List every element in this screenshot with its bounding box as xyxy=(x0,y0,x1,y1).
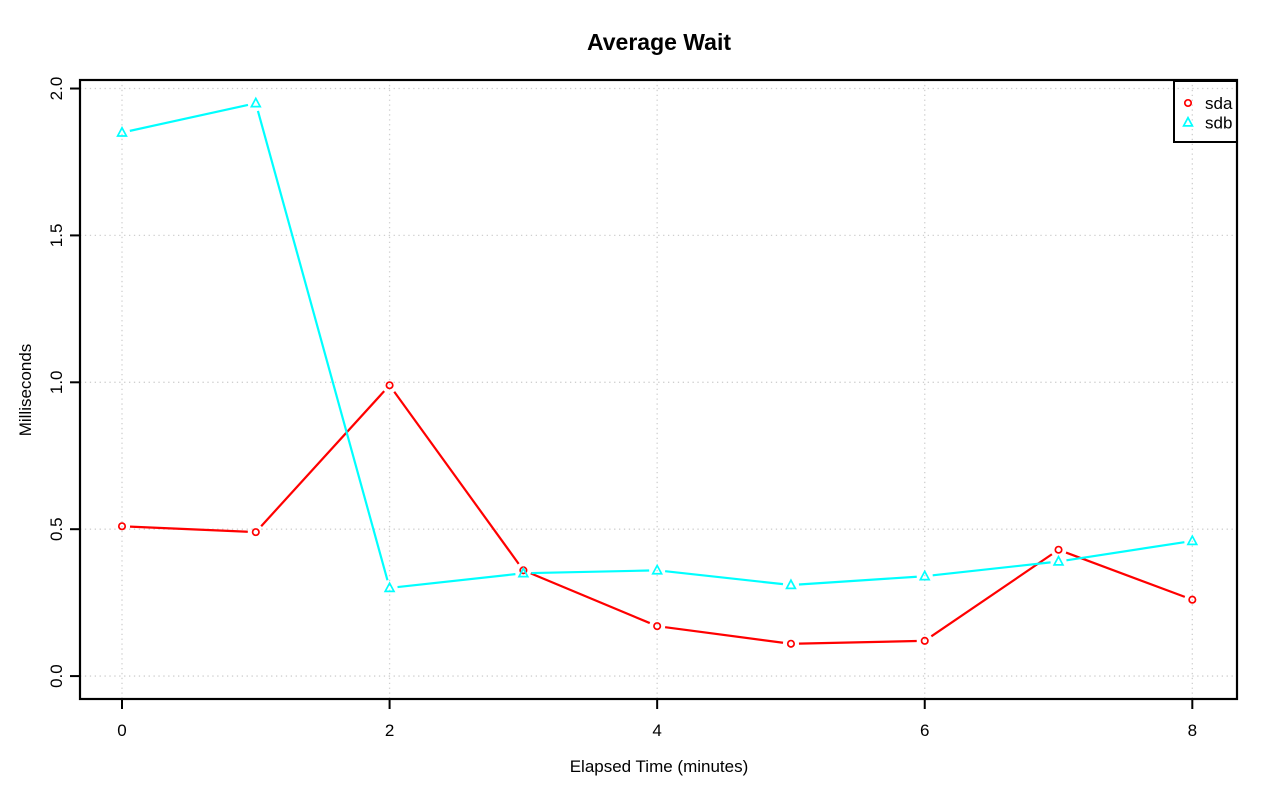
data-point-sdb xyxy=(1052,554,1065,566)
y-tick-label: 2.0 xyxy=(47,77,66,101)
data-point-sdb xyxy=(383,581,396,593)
data-point-sda xyxy=(920,636,929,645)
x-tick-label: 2 xyxy=(385,721,394,740)
chart-title: Average Wait xyxy=(587,29,731,55)
grid-lines xyxy=(80,80,1237,699)
y-tick-label: 1.0 xyxy=(47,370,66,394)
data-point-sda xyxy=(251,528,260,537)
series-line-sdb xyxy=(129,103,249,132)
legend-label-sdb: sdb xyxy=(1205,114,1232,133)
data-point-sdb xyxy=(1186,534,1199,546)
data-series xyxy=(116,96,1199,648)
data-point-sdb xyxy=(651,563,663,575)
series-line-sda xyxy=(129,525,248,533)
series-line-sdb xyxy=(1066,541,1185,562)
data-point-sdb xyxy=(785,578,797,590)
data-point-sdb xyxy=(517,566,530,578)
legend-marker-sda xyxy=(1183,98,1193,108)
x-tick-label: 6 xyxy=(920,721,929,740)
legend-label-sda: sda xyxy=(1205,94,1233,113)
series-line-sdb xyxy=(664,570,784,586)
series-line-sda xyxy=(260,390,386,527)
series-line-sda xyxy=(530,572,651,625)
series-line-sdb xyxy=(798,575,917,586)
legend-marker-sdb xyxy=(1182,115,1194,127)
y-tick-label: 0.0 xyxy=(47,664,66,688)
series-line-sdb xyxy=(531,569,650,575)
data-point-sdb xyxy=(918,569,931,581)
series-line-sda xyxy=(930,553,1053,638)
y-tick-label: 0.5 xyxy=(47,517,66,541)
data-point-sdb xyxy=(249,96,262,108)
series-line-sdb xyxy=(397,573,516,589)
series-sdb xyxy=(116,96,1199,593)
series-line-sda xyxy=(393,391,520,565)
data-point-sda xyxy=(1188,595,1197,604)
axes: 0 2 4 6 8 0.0 0.5 1.0 1.5 2.0 xyxy=(47,77,1239,740)
y-axis-label: Milliseconds xyxy=(16,344,35,437)
y-tick-label: 1.5 xyxy=(47,224,66,248)
x-tick-label: 4 xyxy=(652,721,661,740)
data-point-sda xyxy=(1054,545,1063,554)
data-point-sdb xyxy=(116,125,128,137)
series-line-sda xyxy=(664,626,784,644)
x-tick-label: 0 xyxy=(117,721,126,740)
x-axis-label: Elapsed Time (minutes) xyxy=(570,757,749,776)
plot-frame xyxy=(78,78,1239,701)
data-point-sda xyxy=(117,522,127,531)
x-tick-label: 8 xyxy=(1188,721,1197,740)
data-point-sda xyxy=(385,381,394,390)
legend-box xyxy=(1173,80,1238,143)
data-point-sda xyxy=(653,622,662,631)
series-line-sdb xyxy=(932,561,1051,577)
series-line-sda xyxy=(1065,551,1186,598)
series-line-sda xyxy=(798,639,917,645)
series-line-sdb xyxy=(256,110,389,581)
series-sda xyxy=(117,381,1197,648)
data-point-sda xyxy=(786,639,796,648)
